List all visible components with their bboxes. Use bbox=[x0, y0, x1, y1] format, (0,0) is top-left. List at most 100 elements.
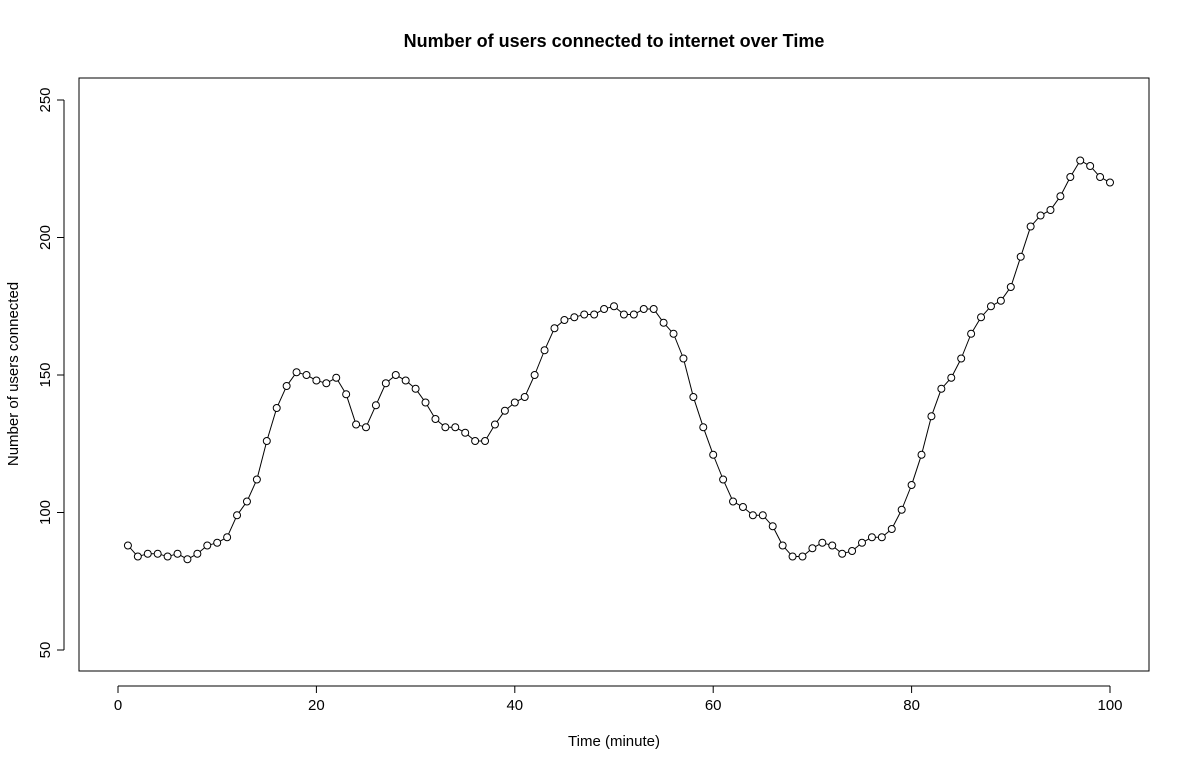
data-point bbox=[996, 296, 1005, 305]
data-point bbox=[411, 384, 420, 393]
data-point bbox=[401, 376, 410, 385]
data-point bbox=[1046, 206, 1055, 214]
x-tick-label: 80 bbox=[903, 697, 920, 714]
data-point bbox=[481, 437, 490, 445]
data-point bbox=[689, 393, 698, 401]
x-axis: 0 20 40 60 80 100 bbox=[114, 685, 1123, 714]
data-point bbox=[877, 533, 886, 542]
data-point bbox=[193, 549, 202, 558]
series-line-segment bbox=[299, 372, 304, 375]
series-line-segment bbox=[210, 543, 214, 546]
data-point bbox=[1056, 192, 1065, 201]
data-point bbox=[550, 324, 559, 333]
series-line-segment bbox=[703, 430, 713, 452]
data-point bbox=[490, 420, 499, 429]
data-point bbox=[729, 497, 738, 506]
series-line-segment bbox=[288, 374, 295, 384]
data-point bbox=[520, 393, 529, 401]
data-point bbox=[1086, 162, 1095, 170]
series-line-segment bbox=[199, 547, 205, 552]
data-point bbox=[907, 481, 916, 489]
series-line-segment bbox=[665, 325, 672, 332]
series-line-segment bbox=[854, 544, 860, 550]
series-line-segment bbox=[825, 543, 830, 546]
series-line-segment bbox=[993, 302, 999, 305]
data-point bbox=[153, 549, 162, 558]
series-line-segment bbox=[714, 457, 723, 477]
data-point bbox=[1036, 211, 1045, 220]
series-line-segment bbox=[437, 420, 443, 426]
series-line-segment bbox=[141, 554, 145, 557]
data-point bbox=[143, 549, 152, 558]
data-point bbox=[778, 541, 787, 550]
series-line-segment bbox=[1102, 178, 1108, 182]
series-line-segment bbox=[1043, 211, 1048, 215]
data-point bbox=[272, 404, 281, 412]
series-line-segment bbox=[366, 408, 375, 425]
series-line-segment bbox=[257, 444, 267, 477]
series-line-segment bbox=[228, 518, 237, 535]
data-point bbox=[798, 552, 807, 561]
plot-area-border bbox=[78, 77, 1150, 672]
series-line-segment bbox=[337, 380, 345, 392]
series-line-segment bbox=[496, 413, 504, 422]
series-line-segment bbox=[556, 321, 563, 327]
data-point bbox=[133, 552, 142, 561]
series-line-segment bbox=[902, 488, 911, 507]
series-line-segment bbox=[884, 530, 890, 536]
data-point bbox=[242, 497, 251, 506]
data-point bbox=[123, 541, 132, 550]
data-point bbox=[173, 549, 182, 558]
data-point bbox=[570, 313, 579, 322]
data-point bbox=[828, 541, 837, 550]
series-line-segment bbox=[804, 550, 811, 555]
data-point bbox=[927, 412, 936, 421]
data-point bbox=[580, 310, 589, 319]
data-point bbox=[1026, 222, 1035, 231]
series-line-segment bbox=[784, 547, 791, 555]
series-line-segment bbox=[1032, 217, 1039, 225]
data-point bbox=[510, 398, 519, 407]
data-point bbox=[977, 313, 986, 322]
y-tick-label: 100 bbox=[37, 500, 54, 525]
series-line-segment bbox=[764, 517, 771, 524]
series-line-segment bbox=[864, 538, 870, 542]
data-point bbox=[887, 525, 896, 533]
series-line-segment bbox=[596, 310, 602, 314]
series-line-segment bbox=[319, 380, 324, 383]
data-point bbox=[213, 538, 222, 547]
series-line-segment bbox=[129, 547, 136, 555]
data-point bbox=[788, 552, 797, 561]
series-line-segment bbox=[359, 424, 363, 427]
series-line-segment bbox=[834, 547, 840, 552]
series-line-segment bbox=[1011, 259, 1021, 284]
data-point bbox=[421, 398, 430, 407]
y-axis: 50 100 150 200 250 bbox=[37, 87, 65, 659]
data-point bbox=[659, 318, 668, 327]
series-line-segment bbox=[983, 308, 989, 315]
series-line-segment bbox=[220, 538, 225, 542]
y-tick-label: 150 bbox=[37, 362, 54, 387]
data-point bbox=[203, 541, 212, 550]
series-line-segment bbox=[892, 512, 901, 527]
series-line-segment bbox=[683, 361, 693, 394]
series-line-segment bbox=[467, 434, 473, 440]
data-point bbox=[1096, 173, 1105, 181]
x-tick-label: 20 bbox=[308, 697, 325, 714]
data-point bbox=[986, 302, 995, 311]
data-point bbox=[719, 475, 728, 484]
data-point bbox=[758, 511, 767, 520]
data-point bbox=[669, 329, 678, 338]
series-line-segment bbox=[636, 310, 641, 314]
data-point bbox=[1076, 156, 1085, 165]
series-line-segment bbox=[773, 529, 782, 543]
data-point bbox=[233, 511, 242, 520]
y-tick-label: 50 bbox=[37, 642, 54, 659]
data-point bbox=[1016, 252, 1025, 261]
series-line-segment bbox=[238, 504, 246, 513]
series-line-segment bbox=[1071, 163, 1079, 175]
data-point bbox=[937, 384, 946, 393]
data-point bbox=[500, 406, 509, 415]
data-point bbox=[223, 533, 232, 542]
